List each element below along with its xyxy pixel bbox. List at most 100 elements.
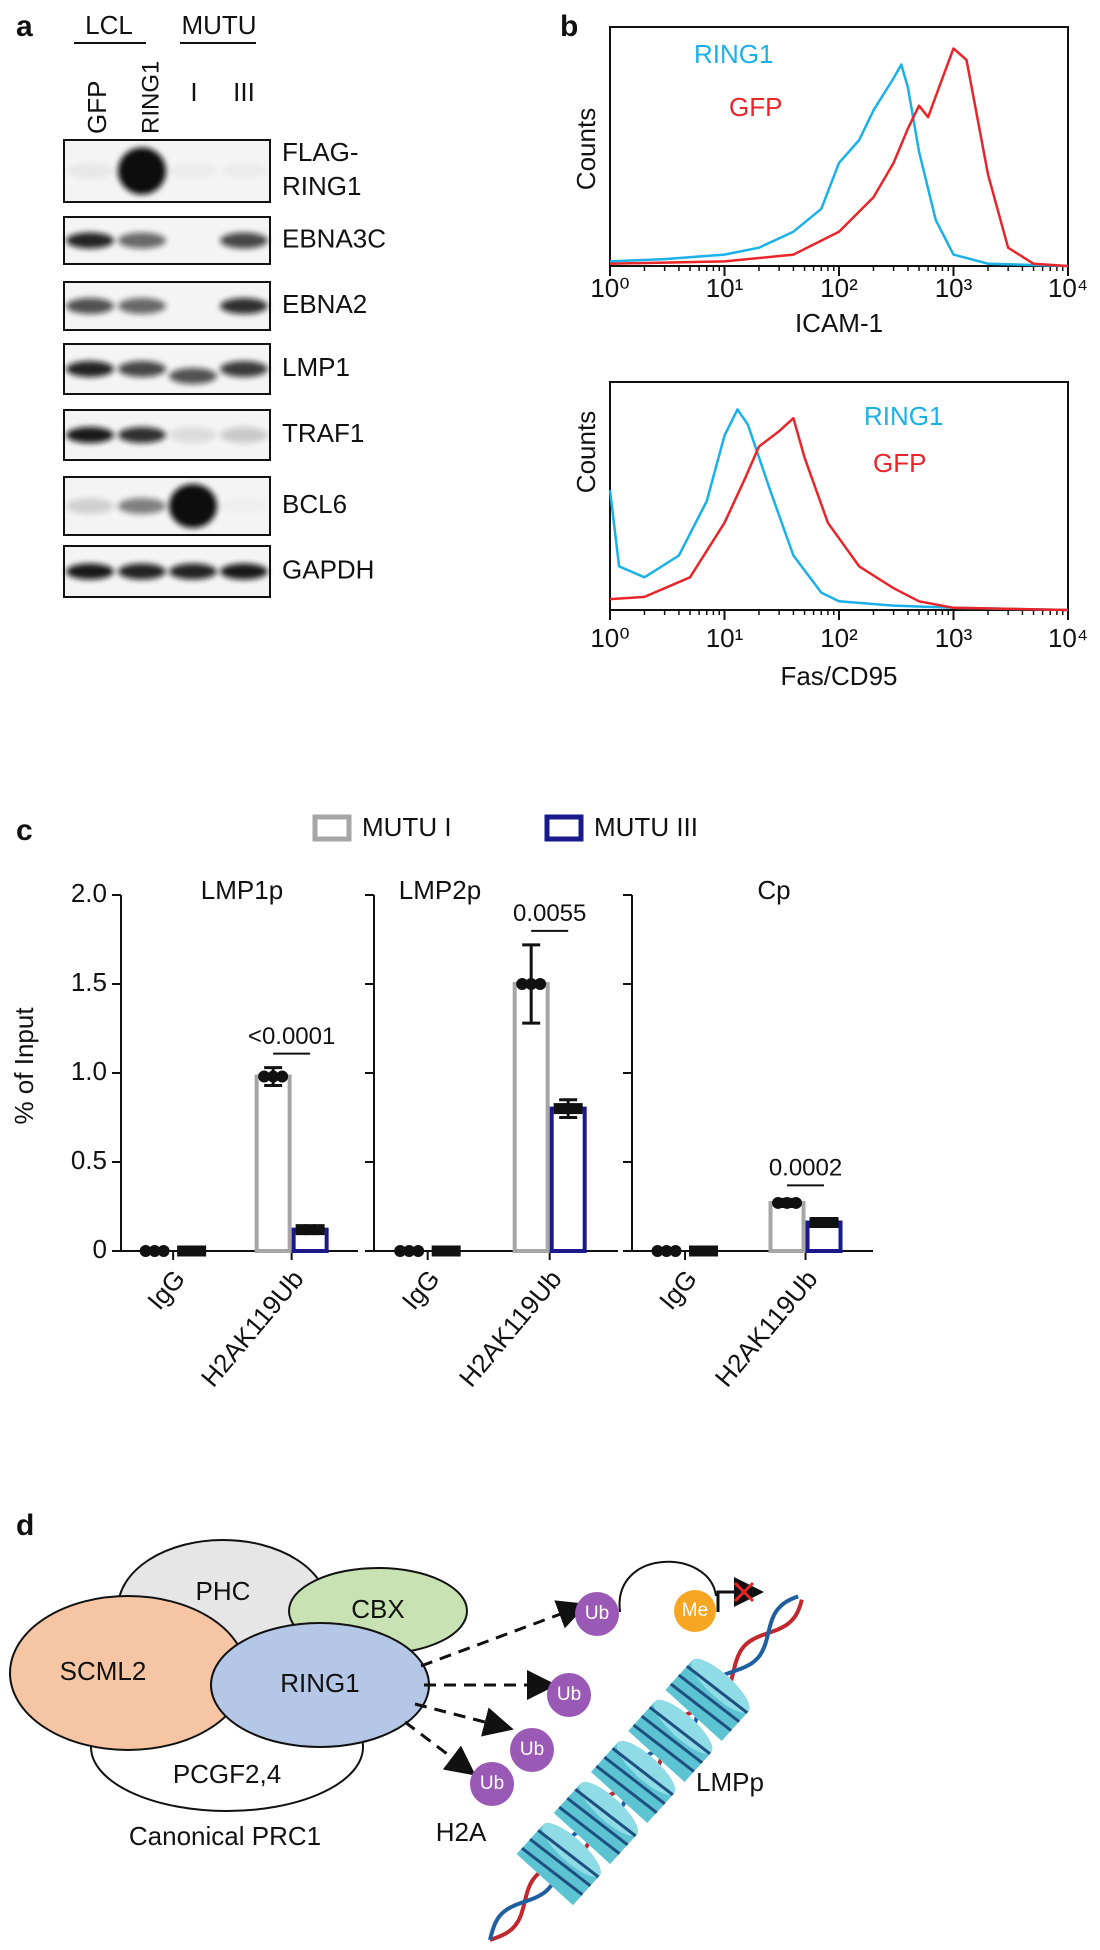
replicate-dot (313, 1224, 325, 1236)
complex-name: Canonical PRC1 (129, 1821, 321, 1851)
band (66, 361, 114, 377)
x-tick-label: 10⁴ (1048, 273, 1088, 303)
histogram-line (609, 47, 1069, 268)
complex-label: RING1 (280, 1668, 359, 1698)
histogram-line (609, 416, 1069, 612)
panel-label: a (16, 10, 33, 43)
band (66, 232, 114, 249)
y-tick-label: 0 (93, 1234, 107, 1264)
legend-label: RING1 (694, 39, 773, 69)
band (169, 427, 217, 443)
y-axis-label: Counts (571, 108, 601, 190)
replicate-dot (403, 1245, 416, 1257)
replicate-dot (698, 1245, 710, 1257)
row-label: EBNA3C (282, 223, 386, 253)
band (169, 483, 217, 529)
band (220, 163, 268, 179)
x-tick-label: IgG (653, 1264, 703, 1315)
ub-label: Ub (557, 1684, 581, 1705)
replicate-dot (781, 1196, 794, 1209)
replicate-dot (394, 1245, 407, 1257)
legend-label: RING1 (864, 401, 943, 431)
band (220, 298, 268, 314)
complex-label: PHC (196, 1576, 251, 1606)
p-value: 0.0002 (769, 1155, 842, 1182)
ub-circle (575, 1592, 619, 1636)
band (118, 147, 166, 195)
histogram-line (609, 63, 1069, 268)
replicate-dot (177, 1245, 189, 1257)
band (118, 298, 166, 314)
replicate-dot (195, 1245, 207, 1257)
band (220, 427, 268, 443)
nucleosome-face (653, 1699, 713, 1754)
plot-frame (609, 381, 1069, 611)
replicate-dot (276, 1070, 289, 1083)
replicate-dot (139, 1245, 152, 1257)
dna-wrap (632, 1723, 695, 1773)
legend-swatch (312, 814, 352, 842)
band (66, 427, 114, 443)
replicate-dot (157, 1245, 170, 1257)
replicate-dot (562, 1103, 574, 1115)
x-tick-label: 10³ (935, 273, 973, 303)
arrow (404, 1720, 476, 1776)
ub-circle (547, 1673, 591, 1717)
band (118, 498, 166, 514)
band (220, 498, 268, 514)
replicate-dot (818, 1217, 830, 1229)
chart-title: LMP2p (399, 875, 481, 905)
replicate-dot (295, 1224, 307, 1236)
group-label: LCL (85, 10, 133, 40)
dna-wrap (669, 1682, 733, 1732)
replicate-dot (571, 1103, 583, 1115)
legend-swatch (544, 814, 584, 842)
legend-label: MUTU III (594, 812, 698, 842)
replicate-dot (790, 1196, 803, 1209)
lane-label: III (233, 77, 255, 107)
x-tick-label: H2AK119Ub (195, 1264, 310, 1393)
row-label: EBNA2 (282, 289, 367, 319)
lane-label: I (190, 77, 197, 107)
replicate-dot (304, 1224, 316, 1236)
dna-wrap (574, 1788, 637, 1838)
band (66, 563, 114, 580)
x-tick-label: H2AK119Ub (453, 1264, 568, 1393)
panel-label: b (560, 10, 578, 43)
nucleosome (665, 1658, 750, 1741)
group-label: MUTU (181, 10, 256, 40)
y-tick-label: 2.0 (71, 878, 107, 908)
x-tick-label: IgG (141, 1264, 191, 1315)
replicate-dot (553, 1103, 565, 1115)
blots: FLAG- RING1 EBNA3C EBNA2 LMP1 TRAF1 BCL6 GAPDH (63, 137, 386, 598)
diagram: PHC CBX SCML2 RING1 PCGF2,4 Canonical PR… (9, 1539, 804, 1942)
panel-label: c (16, 814, 33, 847)
dna-wrap (521, 1846, 584, 1896)
band (66, 498, 114, 514)
replicate-dot (534, 978, 547, 990)
block-mark (733, 1581, 755, 1603)
legend-label: GFP (729, 92, 782, 122)
p-value: 0.0055 (513, 900, 586, 927)
x-tick-label: 10¹ (706, 623, 744, 653)
lane-label: RING1 (137, 61, 164, 134)
chart-title: Cp (757, 875, 790, 905)
bar (254, 1074, 292, 1254)
x-tick-label: 10¹ (706, 273, 744, 303)
band (66, 163, 114, 179)
chart-title: LMP1p (201, 875, 283, 905)
dna-wrap (537, 1829, 600, 1879)
x-tick-label: 10⁰ (590, 273, 629, 303)
dna-wrap (558, 1805, 621, 1855)
replicate-dot (669, 1245, 682, 1257)
me-label: Me (682, 1600, 708, 1621)
band (169, 563, 217, 580)
complex-label: PCGF2,4 (173, 1759, 281, 1789)
legend-label: GFP (873, 448, 926, 478)
x-tick-label: 10² (820, 273, 858, 303)
dna-wrap (595, 1764, 658, 1814)
band (118, 427, 166, 443)
nucleosome-face (579, 1781, 639, 1836)
row-label: BCL6 (282, 489, 347, 519)
